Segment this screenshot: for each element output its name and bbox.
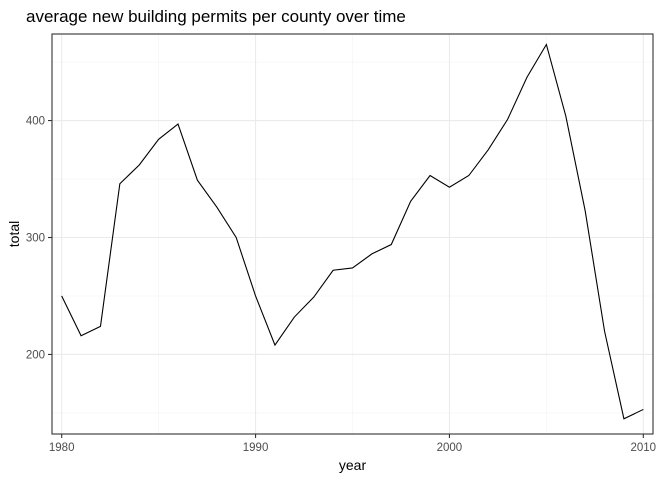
- major-gridlines: [52, 34, 653, 434]
- chart-title: average new building permits per county …: [26, 7, 406, 26]
- panel-border: [51, 33, 654, 435]
- series-line: [61, 43, 644, 420]
- x-tick-label: 2000: [437, 442, 463, 454]
- x-tick-label: 1980: [49, 442, 75, 454]
- y-axis: 200 300 400: [26, 116, 52, 361]
- y-tick-label: 300: [26, 233, 45, 245]
- minor-gridlines: [52, 34, 653, 434]
- y-tick-label: 200: [26, 349, 45, 361]
- x-tick-label: 1990: [243, 442, 269, 454]
- x-axis-title: year: [339, 457, 367, 473]
- x-axis: 1980 1990 2000 2010: [49, 434, 656, 454]
- x-tick-label: 2010: [631, 442, 657, 454]
- y-tick-label: 400: [26, 116, 45, 128]
- y-axis-title: total: [6, 221, 22, 247]
